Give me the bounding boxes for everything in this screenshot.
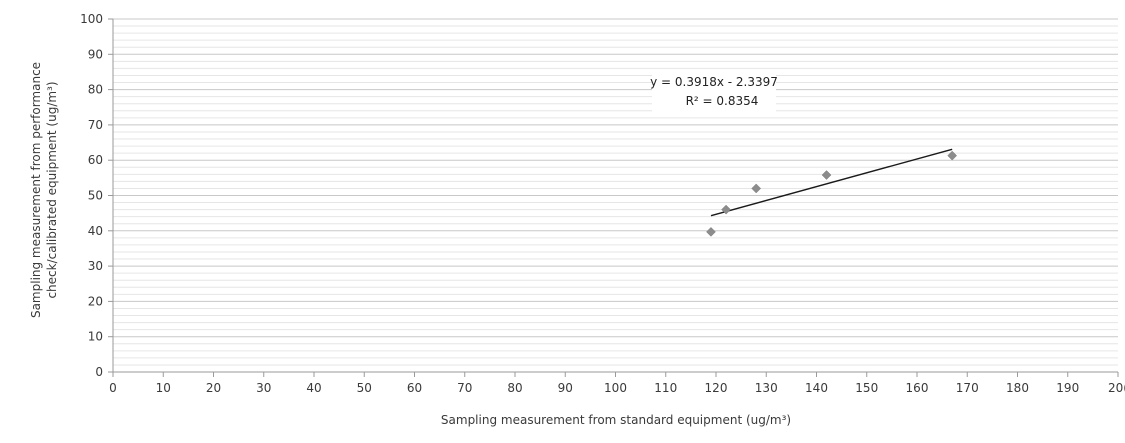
- x-tick-label: 0: [109, 381, 117, 395]
- axes: [108, 18, 1119, 377]
- data-point-diamond: [706, 227, 716, 237]
- y-tick-label: 80: [88, 83, 103, 97]
- y-tick-label: 70: [88, 118, 103, 132]
- data-point-diamond: [821, 170, 832, 180]
- r-squared-label: R² = 0.8354: [686, 94, 759, 108]
- trendline-equation: y = 0.3918x - 2.3397: [650, 75, 778, 89]
- x-tick-labels: 0 10 20 30 40 50 60 70 80 90 100 110 120 130 140 150 160…: [109, 381, 1125, 395]
- x-tick-label: 50: [357, 381, 372, 395]
- x-tick-label: 180: [1006, 381, 1029, 395]
- y-tick-label: 10: [88, 330, 103, 344]
- x-tick-label: 40: [306, 381, 321, 395]
- data-point-diamond: [721, 204, 731, 215]
- y-tick-label: 0: [95, 365, 103, 379]
- y-tick-label: 20: [88, 294, 103, 308]
- y-axis-title-line-1: Sampling measurement from performance: [29, 62, 43, 318]
- y-tick-label: 100: [80, 12, 103, 26]
- linear-trendline: [710, 148, 953, 217]
- gridlines: [113, 18, 1118, 366]
- y-tick-label: 30: [88, 259, 103, 273]
- x-tick-label: 130: [755, 381, 778, 395]
- y-tick-labels: 0 10 20 30 40 50 60 70 80 90 100: [80, 12, 103, 379]
- y-tick-label: 50: [88, 189, 103, 203]
- x-tick-label: 20(: [1108, 381, 1125, 395]
- y-axis-title: Sampling measurement from performance ch…: [29, 62, 59, 318]
- trendline-layer: [710, 148, 953, 217]
- x-tick-label: 140: [805, 381, 828, 395]
- data-points: [706, 150, 958, 237]
- annotation-background: [652, 70, 776, 112]
- x-tick-label: 20: [206, 381, 221, 395]
- x-tick-label: 10: [156, 381, 171, 395]
- data-point-diamond: [751, 183, 762, 194]
- x-tick-label: 70: [457, 381, 472, 395]
- x-axis-title: Sampling measurement from standard equip…: [441, 413, 791, 427]
- x-tick-label: 100: [604, 381, 627, 395]
- x-tick-label: 80: [507, 381, 522, 395]
- y-axis-title-line-2: check/calibrated equipment (ug/m³): [45, 81, 59, 298]
- x-tick-label: 90: [558, 381, 573, 395]
- x-tick-label: 170: [956, 381, 979, 395]
- x-tick-label: 60: [407, 381, 422, 395]
- x-tick-label: 30: [256, 381, 271, 395]
- x-tick-label: 190: [1056, 381, 1079, 395]
- trendline-annotation: y = 0.3918x - 2.3397 R² = 0.8354: [650, 70, 778, 112]
- x-tick-label: 120: [705, 381, 728, 395]
- y-tick-label: 40: [88, 224, 103, 238]
- x-tick-label: 150: [855, 381, 878, 395]
- y-tick-label: 90: [88, 47, 103, 61]
- x-tick-label: 160: [906, 381, 929, 395]
- y-tick-label: 60: [88, 153, 103, 167]
- data-point-diamond: [947, 150, 958, 161]
- x-tick-label: 110: [654, 381, 677, 395]
